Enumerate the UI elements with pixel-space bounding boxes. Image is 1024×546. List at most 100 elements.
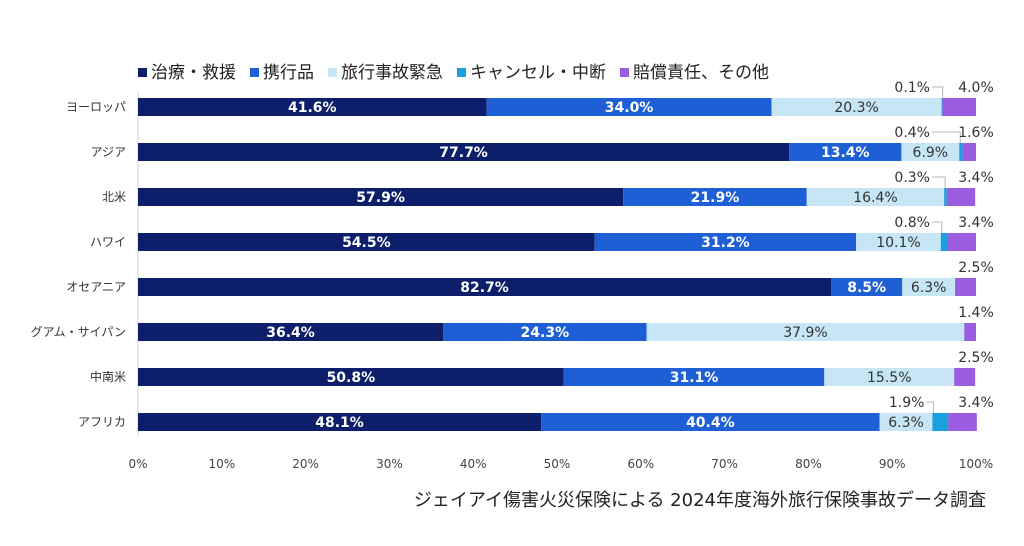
data-label-4-0: 82.7% — [460, 280, 509, 296]
bar-segment-6-0 — [138, 368, 564, 386]
data-label-2-2: 16.4% — [853, 190, 897, 206]
bar-segment-1-4 — [962, 143, 976, 161]
data-label-3-0: 54.5% — [342, 235, 391, 251]
data-label-2-1: 21.9% — [691, 190, 740, 206]
bar-segment-7-1 — [541, 413, 880, 431]
data-label-7-1: 40.4% — [686, 415, 735, 431]
x-tick-label-9: 90% — [879, 457, 906, 471]
x-tick-label-4: 40% — [460, 457, 487, 471]
bar-segment-2-1 — [623, 188, 807, 206]
bar-segment-4-0 — [138, 278, 832, 296]
bar-segment-1-1 — [789, 143, 902, 161]
data-label-7-2: 6.3% — [888, 415, 924, 431]
data-label-1-3: 0.4% — [894, 125, 930, 141]
bar-segment-4-4 — [955, 278, 976, 296]
category-label-5: グアム・サイパン — [30, 325, 126, 339]
bar-segment-3-4 — [947, 233, 976, 251]
category-label-2: 北米 — [102, 190, 126, 204]
bar-segment-7-3 — [932, 413, 949, 431]
legend-label-3: キャンセル・中断 — [470, 63, 606, 83]
legend-swatch-3 — [457, 68, 466, 77]
x-tick-label-6: 60% — [627, 457, 654, 471]
data-label-7-0: 48.1% — [315, 415, 364, 431]
category-label-1: アジア — [90, 145, 126, 159]
legend-label-2: 旅行事故緊急 — [341, 63, 443, 83]
bar-segment-6-1 — [563, 368, 825, 386]
x-tick-label-7: 70% — [711, 457, 738, 471]
category-label-0: ヨーロッパ — [66, 100, 126, 114]
x-tick-label-5: 50% — [544, 457, 571, 471]
data-label-6-1: 31.1% — [670, 370, 719, 386]
bar-segment-4-2 — [902, 278, 956, 296]
bar-segment-7-0 — [138, 413, 542, 431]
bar-segment-6-2 — [824, 368, 955, 386]
bar-segment-3-0 — [138, 233, 595, 251]
data-label-1-1: 13.4% — [821, 145, 870, 161]
data-label-7-4: 3.4% — [958, 395, 994, 411]
bar-segment-0-1 — [486, 98, 772, 116]
data-label-5-4: 1.4% — [958, 305, 994, 321]
category-label-4: オセアニア — [66, 280, 126, 294]
data-label-0-1: 34.0% — [605, 100, 654, 116]
bar-segment-4-1 — [831, 278, 903, 296]
category-label-6: 中南米 — [90, 369, 126, 384]
data-label-6-0: 50.8% — [327, 370, 376, 386]
x-tick-label-1: 10% — [208, 457, 235, 471]
data-label-1-2: 6.9% — [913, 145, 949, 161]
bar-segment-5-2 — [646, 323, 965, 341]
legend-swatch-0 — [138, 68, 147, 77]
data-label-1-0: 77.7% — [439, 145, 488, 161]
legend-label-4: 賠償責任、その他 — [633, 63, 769, 83]
data-label-4-4: 2.5% — [958, 260, 994, 276]
data-label-0-3: 0.1% — [894, 80, 930, 96]
legend-swatch-1 — [250, 68, 259, 77]
data-label-3-1: 31.2% — [701, 235, 750, 251]
bar-segment-2-3 — [944, 188, 947, 206]
bar-segment-3-1 — [594, 233, 857, 251]
bar-segment-5-0 — [138, 323, 444, 341]
data-label-4-1: 8.5% — [847, 280, 886, 296]
leader-line-2 — [932, 176, 946, 188]
bar-segment-0-0 — [138, 98, 487, 116]
x-tick-label-8: 80% — [795, 457, 822, 471]
bar-segment-2-2 — [806, 188, 945, 206]
leader-line-1 — [932, 131, 961, 143]
bar-segment-3-2 — [856, 233, 941, 251]
bar-segment-1-3 — [959, 143, 963, 161]
bar-segment-3-3 — [940, 233, 948, 251]
legend-label-1: 携行品 — [263, 63, 314, 83]
data-label-5-0: 36.4% — [266, 325, 315, 341]
data-label-4-2: 6.3% — [911, 280, 947, 296]
bar-segment-2-4 — [946, 188, 976, 206]
data-label-7-3: 1.9% — [889, 395, 925, 411]
bar-segment-5-1 — [443, 323, 647, 341]
x-tick-label-10: 100% — [959, 457, 993, 471]
legend-label-0: 治療・救援 — [151, 63, 236, 83]
bar-segment-1-0 — [138, 143, 790, 161]
bar-segment-0-4 — [942, 98, 976, 116]
data-label-0-2: 20.3% — [834, 100, 878, 116]
legend-swatch-4 — [620, 68, 629, 77]
data-label-5-1: 24.3% — [521, 325, 570, 341]
bar-segment-7-2 — [879, 413, 933, 431]
data-label-6-2: 15.5% — [867, 370, 911, 386]
data-label-0-4: 4.0% — [958, 80, 994, 96]
data-label-1-4: 1.6% — [958, 125, 994, 141]
bar-segment-2-0 — [138, 188, 624, 206]
bar-segment-0-2 — [771, 98, 942, 116]
category-label-7: アフリカ — [78, 415, 126, 429]
data-label-0-0: 41.6% — [288, 100, 337, 116]
leader-line-0 — [932, 86, 944, 98]
data-label-3-4: 3.4% — [958, 215, 994, 231]
data-label-3-2: 10.1% — [876, 235, 920, 251]
x-tick-label-2: 20% — [292, 457, 319, 471]
data-label-3-3: 0.8% — [894, 215, 930, 231]
data-label-2-4: 3.4% — [958, 170, 994, 186]
category-label-3: ハワイ — [90, 235, 126, 249]
data-label-6-4: 2.5% — [958, 350, 994, 366]
bar-segment-6-4 — [954, 368, 976, 386]
bar-segment-7-4 — [948, 413, 977, 431]
data-label-2-3: 0.3% — [894, 170, 930, 186]
bar-segment-0-3 — [941, 98, 943, 116]
